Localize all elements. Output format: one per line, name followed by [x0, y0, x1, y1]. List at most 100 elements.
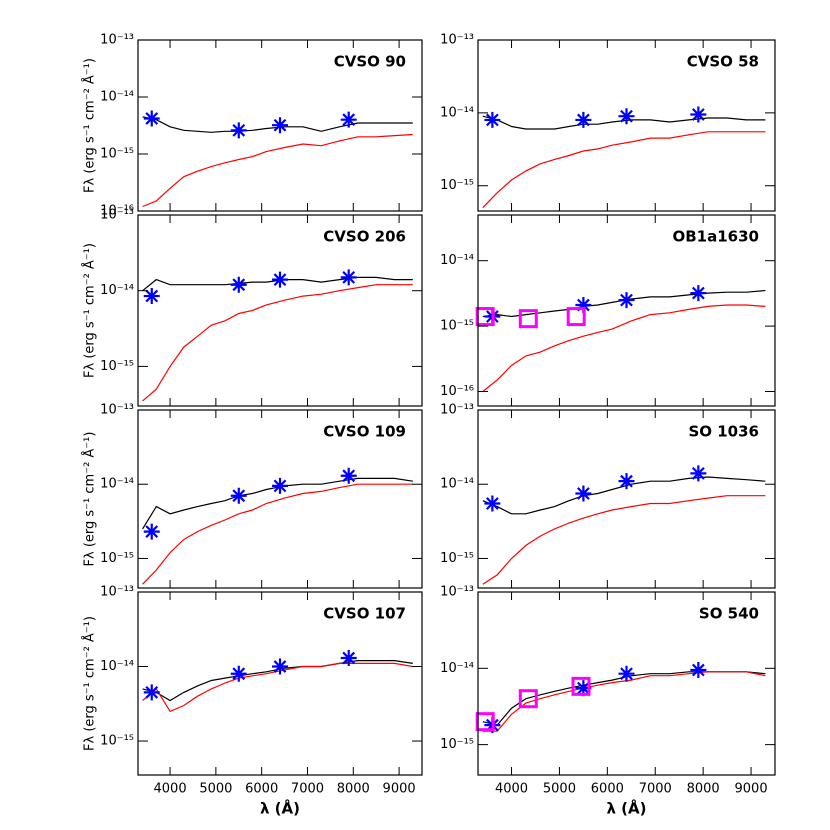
- photometry-asterisk: [690, 465, 707, 482]
- y-tick-label: 10⁻¹⁵: [440, 178, 474, 193]
- panel: 10⁻¹⁵ 10⁻¹⁴ 10⁻¹³ CVSO 109 Fλ (erg s⁻¹ cm⁻² …: [82, 403, 423, 589]
- photometry-asterisk: [690, 106, 707, 123]
- x-tick-label: 9000: [383, 782, 416, 797]
- spectrum-line: [142, 660, 413, 702]
- panel: 10⁻¹⁶ 10⁻¹⁵ 10⁻¹⁴ OB1a1630: [440, 214, 776, 407]
- photometry-asterisk: [272, 658, 288, 675]
- plot-frame: [477, 409, 776, 589]
- photometry-square: [475, 307, 495, 327]
- panel: 4000 5000 6000 7000 8000 9000 10⁻¹⁵ 10⁻¹⁴ 10⁻¹³ C…: [82, 585, 423, 818]
- x-tick-label: 4000: [495, 782, 528, 797]
- panel-title: CVSO 206: [323, 228, 406, 246]
- photometry-asterisk: [272, 271, 288, 288]
- y-tick-label: 10⁻¹⁶: [440, 384, 474, 399]
- x-tick-label: 5000: [199, 782, 232, 797]
- y-tick-label: 10⁻¹⁴: [100, 477, 134, 492]
- y-tick-label: 10⁻¹⁴: [440, 105, 474, 120]
- panel-title: SO 1036: [688, 423, 759, 441]
- y-tick-label: 10⁻¹³: [100, 208, 134, 223]
- photometry-asterisk: [230, 665, 247, 682]
- y-tick-label: 10⁻¹³: [100, 403, 134, 418]
- x-tick-label: 8000: [337, 782, 370, 797]
- plot-frame: [137, 214, 423, 407]
- y-tick-label: 10⁻¹⁴: [100, 659, 134, 674]
- photometry-square: [571, 676, 591, 696]
- photometry-asterisk: [143, 523, 160, 540]
- x-tick-label: 7000: [639, 782, 672, 797]
- photometry-asterisk: [143, 110, 160, 127]
- plot-frame: [137, 409, 423, 589]
- y-axis-label: Fλ (erg s⁻¹ cm⁻² Å⁻¹): [82, 58, 98, 193]
- photometry-asterisk: [575, 297, 592, 314]
- photometry-asterisk: [484, 111, 501, 128]
- panel-title: CVSO 58: [687, 53, 759, 71]
- photometry-asterisk: [340, 269, 357, 286]
- y-tick-label: 10⁻¹⁵: [440, 551, 474, 566]
- y-tick-label: 10⁻¹⁴: [100, 90, 134, 105]
- plot-frame: [477, 39, 776, 212]
- photometry-asterisk: [575, 111, 592, 128]
- photometry-asterisk: [340, 650, 357, 667]
- photometry-asterisk: [690, 662, 707, 679]
- panel: 10⁻¹⁵ 10⁻¹⁴ 10⁻¹³ SO 1036: [440, 403, 776, 589]
- photometry-asterisk: [230, 487, 247, 504]
- panel-title: OB1a1630: [673, 228, 760, 246]
- y-tick-label: 10⁻¹⁴: [100, 283, 134, 298]
- photometry-asterisk: [230, 276, 247, 293]
- spectrum-line: [142, 284, 413, 402]
- photometry-asterisk: [272, 117, 288, 134]
- spectrum-line: [482, 671, 766, 732]
- panel: 4000 5000 6000 7000 8000 9000 10⁻¹⁵ 10⁻¹⁴ 10⁻¹³ S…: [440, 585, 776, 818]
- x-axis-label: λ (Å): [260, 799, 300, 818]
- photometry-asterisk: [575, 485, 592, 502]
- photometry-square: [518, 309, 538, 329]
- y-axis-label: Fλ (erg s⁻¹ cm⁻² Å⁻¹): [82, 616, 98, 751]
- x-tick-label: 7000: [291, 782, 324, 797]
- y-tick-label: 10⁻¹³: [100, 33, 134, 48]
- photometry-square: [566, 307, 586, 327]
- plot-frame: [137, 39, 423, 212]
- y-tick-label: 10⁻¹⁵: [100, 551, 134, 566]
- photometry-asterisk: [230, 122, 247, 139]
- photometry-asterisk: [618, 473, 635, 490]
- spectrum-line: [142, 116, 413, 133]
- y-tick-label: 10⁻¹³: [440, 33, 474, 48]
- spectrum-line: [482, 495, 766, 585]
- y-tick-label: 10⁻¹³: [100, 585, 134, 600]
- y-tick-label: 10⁻¹⁵: [100, 734, 134, 749]
- x-tick-label: 5000: [543, 782, 576, 797]
- x-tick-label: 9000: [735, 782, 768, 797]
- y-tick-label: 10⁻¹³: [440, 403, 474, 418]
- panel-title: SO 540: [699, 605, 759, 623]
- plot-frame: [477, 591, 776, 776]
- y-axis-label: Fλ (erg s⁻¹ cm⁻² Å⁻¹): [82, 243, 98, 378]
- photometry-asterisk: [340, 467, 357, 484]
- x-tick-label: 8000: [687, 782, 720, 797]
- y-tick-label: 10⁻¹⁴: [440, 477, 474, 492]
- photometry-asterisk: [143, 684, 160, 701]
- spectrum-line: [482, 304, 766, 392]
- y-tick-label: 10⁻¹⁶: [100, 204, 134, 219]
- y-axis-label: Fλ (erg s⁻¹ cm⁻² Å⁻¹): [82, 432, 98, 567]
- panel-title: CVSO 109: [323, 423, 406, 441]
- spectrum-line: [142, 477, 413, 530]
- y-tick-label: 10⁻¹³: [440, 585, 474, 600]
- y-tick-label: 10⁻¹⁵: [440, 737, 474, 752]
- photometry-asterisk: [143, 288, 160, 305]
- panel-title: CVSO 107: [323, 605, 406, 623]
- photometry-asterisk: [575, 680, 592, 697]
- spectrum-line: [142, 483, 413, 585]
- panel-title: CVSO 90: [334, 53, 406, 71]
- y-tick-label: 10⁻¹⁴: [440, 661, 474, 676]
- spectrum-line: [482, 476, 766, 515]
- spectrum-line: [142, 133, 413, 208]
- spectrum-line: [482, 671, 766, 726]
- spectrum-line: [482, 115, 766, 130]
- spectrum-line: [142, 276, 413, 292]
- photometry-asterisk: [690, 285, 707, 302]
- y-tick-label: 10⁻¹⁵: [100, 147, 134, 162]
- photometry-asterisk: [618, 292, 635, 309]
- spectrum-line: [482, 289, 766, 318]
- x-axis-label: λ (Å): [606, 799, 646, 818]
